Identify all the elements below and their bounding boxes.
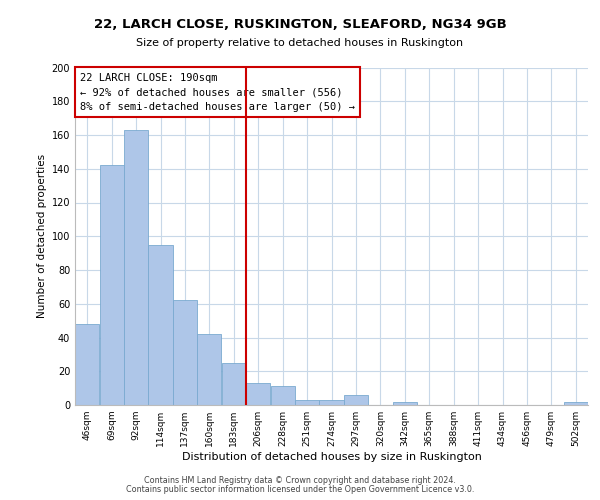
Bar xyxy=(392,402,417,405)
Bar xyxy=(246,383,271,405)
X-axis label: Distribution of detached houses by size in Ruskington: Distribution of detached houses by size … xyxy=(182,452,481,462)
Text: Size of property relative to detached houses in Ruskington: Size of property relative to detached ho… xyxy=(136,38,464,48)
Bar xyxy=(173,300,197,405)
Bar xyxy=(319,400,344,405)
Bar xyxy=(271,386,295,405)
Y-axis label: Number of detached properties: Number of detached properties xyxy=(37,154,47,318)
Bar xyxy=(221,363,246,405)
Bar xyxy=(197,334,221,405)
Bar xyxy=(100,166,124,405)
Bar xyxy=(75,324,100,405)
Bar xyxy=(148,244,173,405)
Text: 22 LARCH CLOSE: 190sqm
← 92% of detached houses are smaller (556)
8% of semi-det: 22 LARCH CLOSE: 190sqm ← 92% of detached… xyxy=(80,72,355,112)
Bar xyxy=(344,395,368,405)
Bar xyxy=(295,400,319,405)
Bar xyxy=(563,402,588,405)
Bar xyxy=(124,130,148,405)
Text: Contains HM Land Registry data © Crown copyright and database right 2024.: Contains HM Land Registry data © Crown c… xyxy=(144,476,456,485)
Text: Contains public sector information licensed under the Open Government Licence v3: Contains public sector information licen… xyxy=(126,485,474,494)
Text: 22, LARCH CLOSE, RUSKINGTON, SLEAFORD, NG34 9GB: 22, LARCH CLOSE, RUSKINGTON, SLEAFORD, N… xyxy=(94,18,506,30)
